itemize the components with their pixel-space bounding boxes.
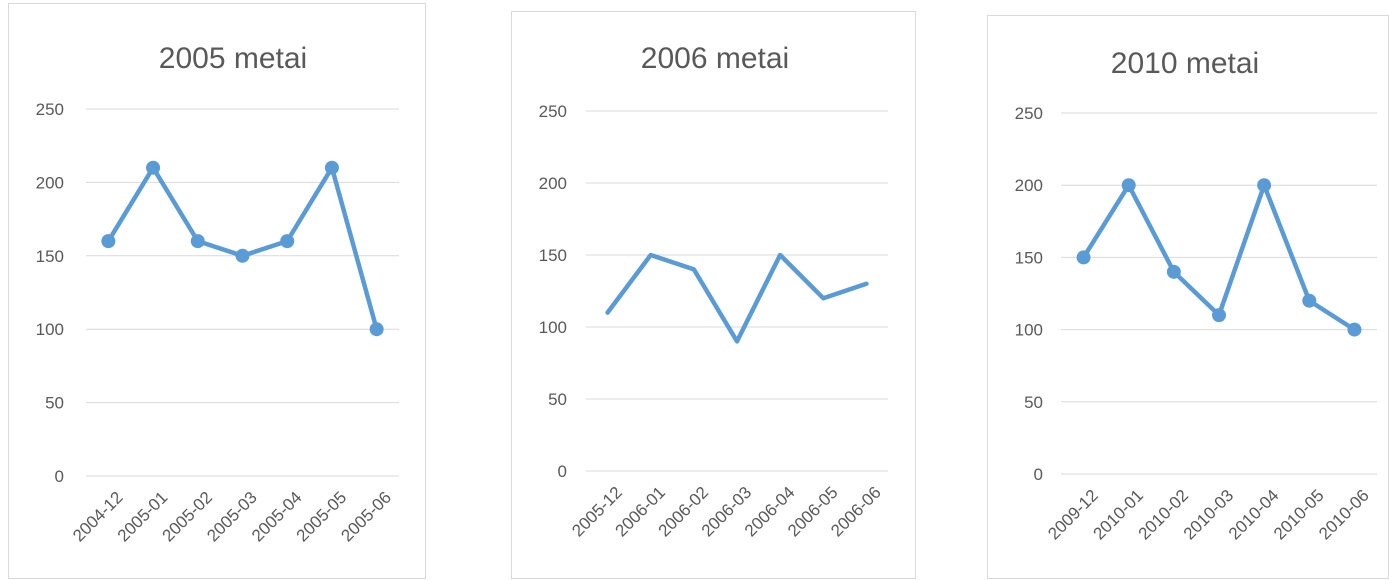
y-tick-label: 0: [1034, 465, 1043, 484]
y-tick-label: 0: [55, 467, 64, 486]
data-point: [369, 322, 384, 337]
y-tick-label: 50: [548, 390, 567, 409]
chart-panel-2010: 2010 metai 0 50 100 150 200 250 2009-12 2010-01 2…: [987, 15, 1389, 579]
data-point: [190, 234, 205, 249]
data-point: [324, 160, 339, 175]
data-point: [1166, 264, 1181, 279]
x-tick-label: 2005-06: [337, 488, 395, 546]
data-point: [101, 234, 116, 249]
chart-panel-2005: 2005 metai 0 50 100 150 200 250 2004-12 2005-01 2…: [8, 3, 426, 579]
y-tick-label: 0: [558, 462, 567, 481]
y-tick-label: 50: [45, 394, 64, 413]
y-tick-label: 200: [539, 174, 567, 193]
data-point: [1212, 308, 1226, 323]
chart-title: 2006 metai: [641, 42, 789, 75]
line-chart-2010: 2010 metai0501001502002502009-122010-012…: [1015, 47, 1377, 544]
data-point: [1121, 178, 1136, 193]
data-point: [146, 160, 161, 175]
line-chart-2005: 2005 metai0501001502002502004-122005-012…: [36, 42, 399, 546]
y-tick-label: 150: [539, 246, 567, 265]
y-tick-label: 150: [36, 247, 64, 266]
y-tick-label: 250: [1015, 104, 1043, 123]
line-chart-2006: 2006 metai0501001502002502005-122006-012…: [539, 42, 888, 540]
data-point: [235, 248, 250, 263]
data-point: [1302, 293, 1317, 308]
y-tick-label: 100: [36, 320, 64, 339]
y-tick-label: 100: [1015, 321, 1043, 340]
series-line: [605, 252, 869, 344]
chart-panel-2006: 2006 metai 0 50 100 150 200 250 2005-12 2006-01 2…: [511, 11, 916, 579]
x-tick-label: 2010-06: [1315, 486, 1373, 544]
data-point: [1076, 250, 1091, 265]
chart-title: 2005 metai: [159, 42, 307, 75]
y-tick-label: 50: [1024, 393, 1043, 412]
y-tick-label: 150: [1015, 248, 1043, 267]
y-tick-label: 200: [36, 173, 64, 192]
data-point: [1347, 322, 1362, 337]
series-line: [106, 165, 379, 332]
y-tick-label: 200: [1015, 176, 1043, 195]
y-tick-label: 100: [539, 318, 567, 337]
chart-title: 2010 metai: [1111, 47, 1259, 80]
y-tick-label: 250: [539, 102, 567, 121]
data-point: [1257, 178, 1272, 193]
data-point: [280, 234, 295, 249]
y-tick-label: 250: [36, 100, 64, 119]
